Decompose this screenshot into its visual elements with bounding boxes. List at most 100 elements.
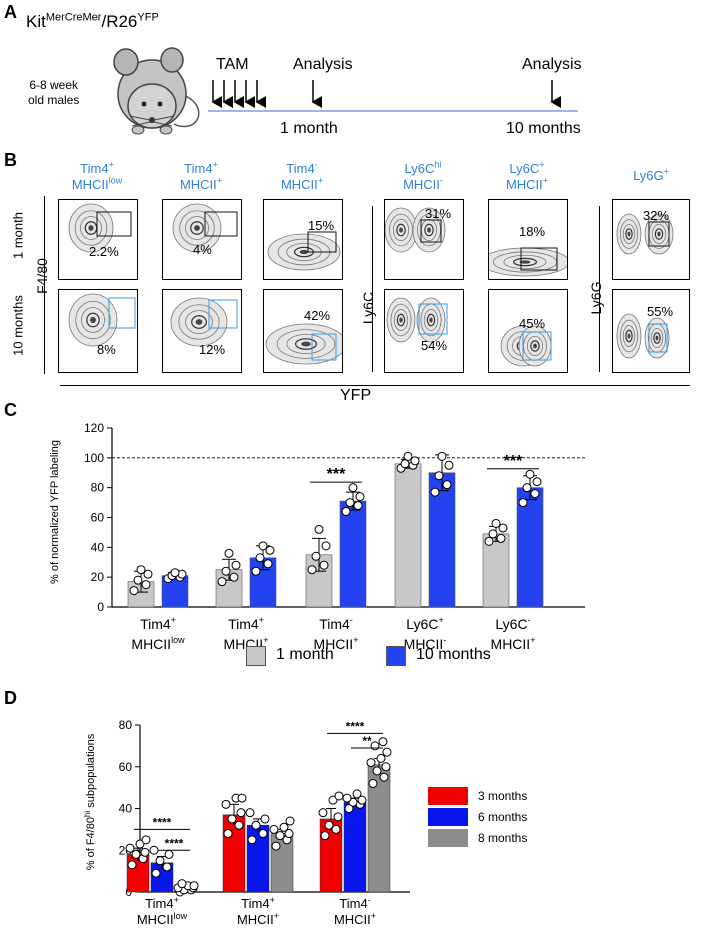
flow-plot: 4% — [162, 199, 242, 280]
gate-3-s2: + — [317, 175, 324, 186]
y-axis-line-ly6g — [599, 206, 600, 372]
data-point — [434, 471, 444, 481]
data-point — [162, 862, 172, 872]
data-point — [372, 766, 382, 776]
gate-1-s2: low — [108, 175, 123, 186]
data-point — [357, 795, 367, 805]
category-label-line-2: MHCII+ — [237, 911, 279, 927]
category-label-sup: + — [171, 615, 176, 625]
category-label-sup: + — [274, 911, 279, 921]
y-label-ly6c: Ly6C — [360, 291, 376, 325]
flow-plot: 45% — [488, 289, 568, 373]
chart-c-ylabel: % of normalized YFP labeling — [49, 440, 61, 584]
category-label-sup: - — [528, 615, 531, 625]
data-point — [271, 841, 281, 851]
cell-population-contour — [625, 329, 633, 343]
gate-2-l1: Tim4 — [184, 161, 213, 176]
data-point — [355, 492, 365, 502]
category-label-line-2: MHCII+ — [314, 635, 359, 652]
category-label-sup: + — [438, 615, 443, 625]
gate-5-s1: + — [539, 159, 545, 170]
data-point — [410, 456, 420, 466]
legend-d-2-label: 6 months — [478, 810, 528, 824]
mouse-eye-left — [141, 101, 147, 107]
data-point — [229, 572, 239, 582]
cell-population-contour — [74, 210, 108, 246]
data-point — [379, 772, 389, 782]
data-point — [488, 529, 498, 539]
panel-a-label: A — [4, 2, 17, 22]
flow-plot: 55% — [612, 289, 690, 373]
gate-header-3: Tim4- MHCII+ — [263, 160, 341, 193]
cell-population-contour — [653, 332, 661, 344]
significance-stars: **** — [346, 719, 365, 733]
data-point — [275, 831, 285, 841]
data-point — [251, 566, 261, 576]
data-point — [496, 533, 506, 543]
strain-sup-2: YFP — [137, 11, 159, 24]
category-label-sup: + — [174, 895, 179, 905]
cell-population-core — [657, 231, 661, 237]
chart-d-ytick-label: 40 — [119, 802, 133, 816]
gate-box — [648, 323, 668, 353]
cell-population-core — [90, 316, 96, 324]
mouse-desc-line-1: 6-8 week — [29, 78, 79, 92]
category-label-line-2: MHCIIlow — [137, 911, 188, 927]
category-label-sup: + — [530, 635, 535, 645]
data-point — [342, 793, 352, 803]
category-label-sup: + — [259, 615, 264, 625]
data-point — [170, 568, 180, 578]
data-point — [442, 480, 452, 490]
chart-d-ylabel-post: subpopulations — [85, 733, 97, 811]
flow-plot: 2.2% — [58, 199, 138, 280]
data-point — [247, 835, 257, 845]
cell-population-contour — [423, 309, 439, 331]
cell-population-contour — [622, 325, 636, 347]
y-axis-line-ly6c — [372, 206, 373, 372]
data-point — [324, 820, 334, 830]
strain-sup-1: MerCreMer — [45, 11, 102, 24]
chart-d-svg: % of F4/80hi subpopulations 020406080Tim… — [83, 718, 410, 927]
cell-population-contour — [625, 228, 633, 240]
data-point — [227, 814, 237, 824]
gate-2-s1: + — [212, 159, 218, 170]
mouse-ear-right — [160, 47, 184, 73]
data-point — [307, 565, 317, 575]
data-point — [125, 843, 135, 853]
cell-population-contour — [426, 313, 436, 327]
strain-base-1: Kit — [26, 12, 46, 31]
data-point — [221, 566, 231, 576]
gate-1-s1: + — [108, 159, 114, 170]
cell-population-core — [195, 319, 203, 325]
mouse-head — [127, 83, 177, 129]
data-point — [177, 879, 187, 889]
data-point — [141, 580, 151, 590]
cell-population-contour — [396, 313, 406, 327]
data-point — [320, 831, 330, 841]
category-label-line-1: Tim4+ — [228, 615, 264, 632]
data-point — [333, 812, 343, 822]
timeline — [208, 80, 578, 112]
data-point — [378, 737, 388, 747]
cell-population-core — [399, 227, 403, 233]
mouse-desc-line-2: old males — [28, 93, 80, 107]
data-point — [131, 849, 141, 859]
gate-5-l2: MHCII — [505, 177, 543, 192]
data-point — [348, 797, 358, 807]
cell-population-contour — [179, 210, 215, 246]
flow-plot-svg — [386, 297, 448, 343]
chart-c-ytick-label: 0 — [97, 600, 104, 614]
cell-population-contour — [619, 219, 639, 249]
row-label-1-month: 1 month — [10, 212, 26, 259]
data-point — [314, 524, 324, 534]
gate-percent: 45% — [519, 316, 546, 331]
gate-percent: 2.2% — [89, 244, 119, 259]
gate-5-l1: Ly6C — [509, 161, 540, 176]
cell-population-contour — [295, 338, 317, 350]
mouse-nose — [149, 117, 155, 123]
legend-c-2-swatch — [386, 646, 406, 666]
gate-5-s2: + — [542, 175, 549, 186]
data-point — [224, 548, 234, 558]
category-label-sup: low — [171, 635, 185, 645]
data-point — [149, 845, 159, 855]
